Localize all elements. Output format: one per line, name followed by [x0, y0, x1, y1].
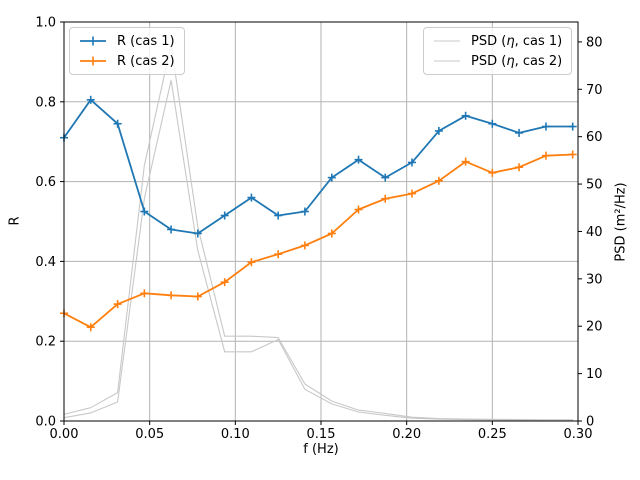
legend-label-prefix: PSD (: [471, 33, 507, 49]
legend-label-suffix: , cas 2): [514, 53, 563, 69]
series-line-r: [63, 153, 574, 329]
legend-line-sample: [80, 56, 106, 66]
legend-label-prefix: PSD (: [471, 53, 507, 69]
y-axis-label-right: PSD (m²/Hz): [613, 182, 629, 262]
x-tick-label: 0.05: [135, 427, 164, 442]
x-tick-label: 0.25: [478, 427, 507, 442]
y-tick-label-right: 20: [586, 320, 603, 335]
legend-line-sample: [434, 60, 460, 62]
x-tick-label: 0.20: [392, 427, 421, 442]
legend-entry-r-cas2: R (cas 2): [78, 53, 175, 69]
legend-psd: PSD (η, cas 1) PSD (η, cas 2): [423, 27, 573, 75]
legend-label: PSD (η, cas 2): [471, 54, 562, 69]
y-tick-label-right: 10: [586, 367, 603, 382]
series-line-r: [63, 98, 574, 235]
y-tick-label-right: 40: [586, 225, 603, 240]
legend-entry-psd-cas2: PSD (η, cas 2): [432, 53, 562, 69]
legend-label-suffix: , cas 1): [514, 33, 563, 49]
legend-r: R (cas 1) R (cas 2): [69, 27, 185, 75]
y-tick-label-right: 50: [586, 178, 603, 193]
y-tick-label-left: 0.6: [35, 175, 56, 190]
y-tick-label-right: 30: [586, 272, 603, 287]
y-tick-label-left: 0.8: [35, 95, 56, 110]
y-tick-label-right: 0: [586, 415, 594, 430]
legend-label: R (cas 2): [117, 53, 175, 69]
legend-line-sample: [80, 36, 106, 46]
x-tick-label: 0.00: [50, 427, 79, 442]
legend-label: R (cas 1): [117, 33, 175, 49]
y-tick-label-right: 60: [586, 130, 603, 145]
y-tick-label-left: 0.0: [35, 415, 56, 430]
y-tick-label-right: 70: [586, 83, 603, 98]
legend-entry-psd-cas1: PSD (η, cas 1): [432, 33, 562, 49]
x-tick-label: 0.15: [307, 427, 336, 442]
x-tick-label: 0.30: [564, 427, 593, 442]
y-tick-label-left: 1.0: [35, 16, 56, 31]
legend-label: PSD (η, cas 1): [471, 34, 562, 49]
x-tick-label: 0.10: [221, 427, 250, 442]
legend-label-eta: η: [506, 33, 515, 49]
legend-entry-r-cas1: R (cas 1): [78, 33, 175, 49]
series-line-psd: [63, 79, 574, 421]
x-axis-label: f (Hz): [303, 442, 339, 457]
y-tick-label-left: 0.2: [35, 335, 56, 350]
legend-label-eta: η: [506, 53, 515, 69]
y-axis-label-left: R: [7, 216, 23, 226]
y-tick-label-right: 80: [586, 35, 603, 50]
legend-line-sample: [434, 40, 460, 42]
y-tick-label-left: 0.4: [35, 255, 56, 270]
